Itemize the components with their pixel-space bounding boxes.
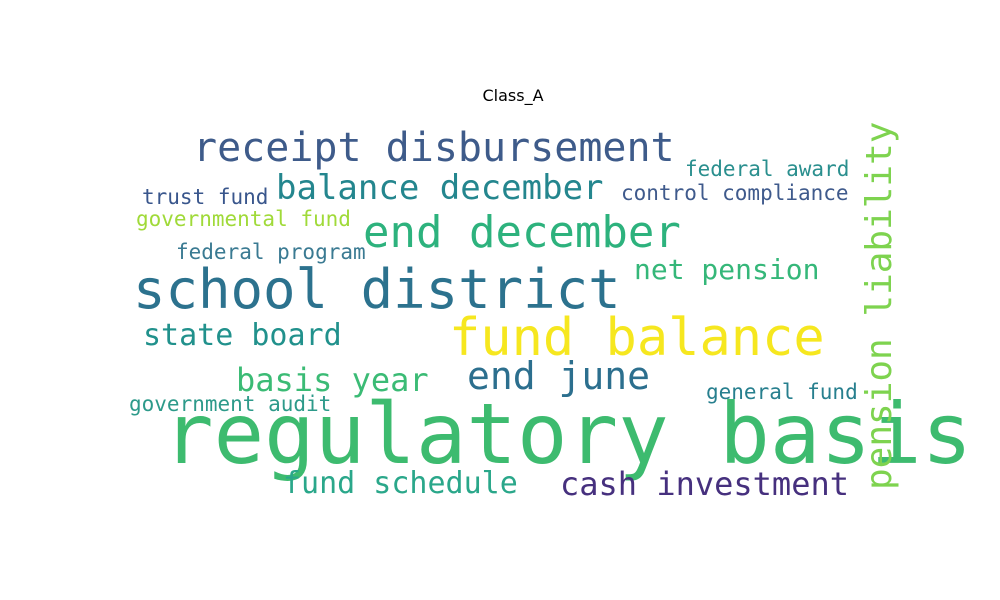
word-fund-balance: fund balance (449, 308, 825, 368)
word-regulatory-basis: regulatory basis (163, 385, 972, 483)
word-federal-program: federal program (176, 240, 366, 264)
word-receipt-disbursement: receipt disbursement (193, 125, 675, 171)
word-general-fund: general fund (706, 380, 858, 404)
word-pension-liability: pension liability (859, 122, 900, 490)
chart-title: Class_A (482, 86, 543, 106)
word-net-pension: net pension (634, 253, 819, 286)
word-end-december: end december (363, 207, 681, 258)
word-balance-december: balance december (276, 168, 604, 208)
word-control-compliance: control compliance (621, 181, 849, 205)
word-federal-award: federal award (685, 157, 849, 181)
word-government-audit: government audit (129, 392, 331, 416)
word-trust-fund: trust fund (142, 185, 268, 209)
word-state-board: state board (143, 318, 342, 353)
word-end-june: end june (467, 354, 650, 398)
word-school-district: school district (133, 258, 621, 321)
word-basis-year: basis year (236, 361, 429, 399)
word-governmental-fund: governmental fund (136, 207, 351, 231)
word-cash-investment: cash investment (560, 465, 849, 503)
word-fund-schedule: fund schedule (283, 466, 518, 501)
